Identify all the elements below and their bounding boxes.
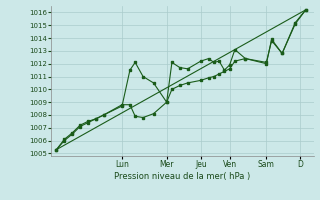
X-axis label: Pression niveau de la mer( hPa ): Pression niveau de la mer( hPa ) bbox=[114, 172, 251, 181]
